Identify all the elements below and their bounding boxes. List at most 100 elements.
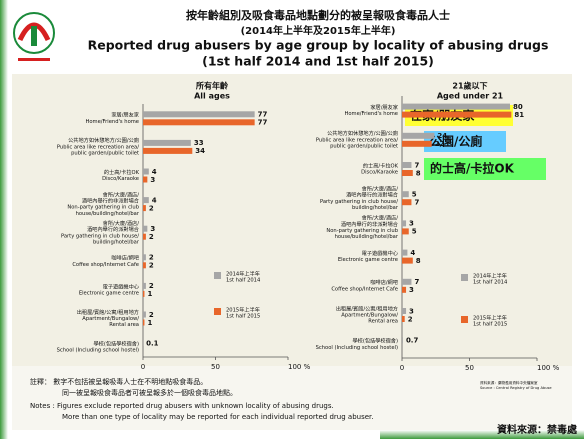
category-label: Party gathering in club house/ xyxy=(61,233,139,239)
note: 註釋： 數字不包括被呈報吸毒人士在不明地點吸食毒品。 xyxy=(30,377,207,386)
period-zh: (2014年上半年及2015年上半年) xyxy=(241,24,396,37)
value-label: 77 xyxy=(258,111,268,119)
bar xyxy=(143,282,146,289)
bar xyxy=(402,337,403,344)
category-label: 電子遊戲機中心 xyxy=(362,249,398,257)
category-label: 學校(包括學校宿舍) xyxy=(352,337,398,345)
category-label: public garden/public toilet xyxy=(330,144,398,150)
value-label: 7 xyxy=(414,161,419,169)
category-label: School (Including school hostel) xyxy=(316,345,398,351)
value-label: 80 xyxy=(513,103,523,111)
category-label: Electronic game centre xyxy=(338,257,398,263)
bar xyxy=(402,286,407,293)
title-en: Reported drug abusers by age group by lo… xyxy=(88,38,549,53)
logo xyxy=(13,12,55,61)
bar xyxy=(143,262,146,269)
value-label: 2 xyxy=(149,204,154,212)
value-label: 4 xyxy=(152,196,157,204)
category-label: Rental area xyxy=(109,322,139,328)
note: Notes : Figures exclude reported drug ab… xyxy=(30,402,334,410)
category-label: Rental area xyxy=(368,319,398,325)
legend-swatch xyxy=(461,316,468,323)
bar xyxy=(143,319,145,326)
frame-left xyxy=(0,0,8,439)
category-label: Apartment/Bungalow/ xyxy=(341,313,398,319)
category-label: 學校(包括學校宿舍) xyxy=(93,340,139,348)
value-label: 0.1 xyxy=(146,339,159,347)
bar xyxy=(143,254,146,261)
category-label: building/hotel/bar xyxy=(93,240,140,246)
bar xyxy=(143,147,193,154)
bar xyxy=(143,139,191,146)
category-label: Public area like recreation area/ xyxy=(57,144,139,150)
value-label: 5 xyxy=(412,228,417,236)
category-label: 會所/大廈/酒店/ xyxy=(362,184,399,192)
bar xyxy=(143,205,146,212)
callout-box xyxy=(424,158,546,180)
chart-title: All ages xyxy=(194,92,230,101)
legend-label: 1st half 2014 xyxy=(473,280,508,286)
bar xyxy=(143,197,149,204)
value-label: 8 xyxy=(416,169,421,177)
category-label: 公共地方如休憩地方/公園/公廁 xyxy=(68,136,139,144)
category-label: 公共地方如休憩地方/公園/公廁 xyxy=(327,129,398,137)
bar xyxy=(143,168,149,175)
value-label: 2 xyxy=(149,262,154,270)
legend-label: 2014年上半年 xyxy=(226,270,260,278)
value-label: 7 xyxy=(414,278,419,286)
note: 同一被呈報吸食毒品者可被呈報多於一個吸食毒品地點。 xyxy=(62,388,237,397)
category-label: building/hotel/bar xyxy=(352,205,399,211)
category-label: public garden/public toilet xyxy=(71,151,139,157)
source: 資料來源：藥物濫用資料中央檔案室 xyxy=(480,380,538,385)
x-tick-label: 100 % xyxy=(537,364,560,372)
category-label: Disco/Karaoke xyxy=(102,176,139,182)
bar xyxy=(143,233,146,240)
value-label: 3 xyxy=(150,225,155,233)
category-label: 酒吧內舉行的非派對場合 xyxy=(82,197,140,205)
legend-label: 1st half 2015 xyxy=(226,314,260,320)
bar xyxy=(402,140,432,147)
category-label: Non-party gathering in club xyxy=(326,228,398,234)
value-label: 2 xyxy=(149,311,154,319)
frame-bottom xyxy=(380,430,584,439)
callout: 公園/公廁 xyxy=(430,134,482,149)
legend-swatch xyxy=(214,308,221,315)
note: More than one type of locality may be re… xyxy=(62,413,374,421)
category-label: Home/Friend's home xyxy=(344,111,398,117)
credit: 資料來源：禁毒處 xyxy=(497,423,578,436)
legend-label: 2014年上半年 xyxy=(473,272,507,280)
bar xyxy=(143,290,145,297)
value-label: 4 xyxy=(410,249,415,257)
source: Source : Central Registry of Drug Abuse xyxy=(480,386,552,390)
value-label: 24 xyxy=(437,132,447,140)
x-tick-label: 50 xyxy=(211,363,220,371)
category-label: Apartment/Bungalow/ xyxy=(82,316,139,322)
category-label: 咖啡店/網吧 xyxy=(370,278,398,286)
legend-label: 1st half 2014 xyxy=(226,278,261,284)
bar xyxy=(402,199,412,206)
bar xyxy=(402,278,412,285)
legend-label: 2015年上半年 xyxy=(473,314,507,322)
category-label: Coffee shop/Internet Cafe xyxy=(72,262,139,268)
value-label: 2 xyxy=(149,233,154,241)
category-label: 出租屋/賓館/公寓/租用地方 xyxy=(77,308,139,316)
value-label: 3 xyxy=(150,176,155,184)
category-label: Party gathering in club house/ xyxy=(320,199,398,205)
category-label: Home/Friend's home xyxy=(85,119,139,125)
x-tick-label: 0 xyxy=(141,363,145,371)
category-label: 的士高/卡拉OK xyxy=(104,168,140,176)
category-label: 酒吧內舉行的派對場合 xyxy=(87,225,140,233)
bar xyxy=(402,170,413,176)
category-label: 會所/大廈/酒店/ xyxy=(362,214,399,222)
chart-title: 所有年齡 xyxy=(195,81,228,91)
value-label: 2 xyxy=(149,254,154,262)
value-label: 2 xyxy=(408,315,413,323)
category-label: Disco/Karaoke xyxy=(361,170,398,176)
category-label: 電子遊戲機中心 xyxy=(103,282,139,290)
legend-swatch xyxy=(214,272,221,279)
category-label: Public area like recreation area/ xyxy=(316,137,398,143)
category-label: Electronic game centre xyxy=(79,291,139,297)
bar xyxy=(402,132,435,139)
value-label: 3 xyxy=(409,307,414,315)
